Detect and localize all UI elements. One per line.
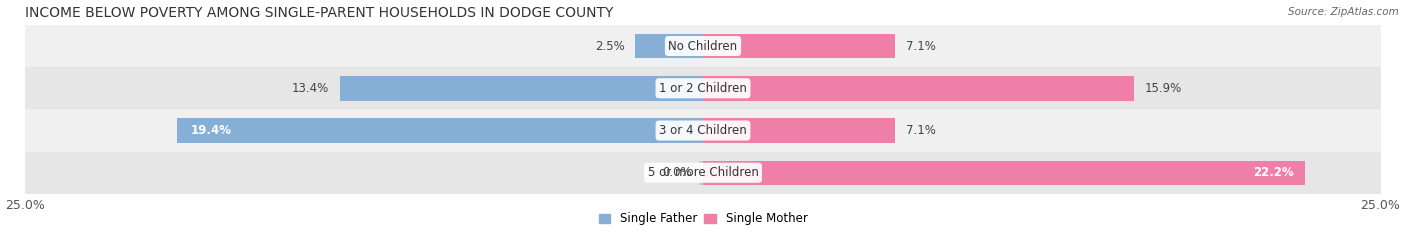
- Bar: [25, 109, 1381, 152]
- Text: 19.4%: 19.4%: [191, 124, 232, 137]
- Bar: [703, 161, 1305, 185]
- Legend: Single Father, Single Mother: Single Father, Single Mother: [599, 212, 807, 225]
- Bar: [25, 152, 1381, 194]
- Text: Source: ZipAtlas.com: Source: ZipAtlas.com: [1288, 7, 1399, 17]
- Text: 15.9%: 15.9%: [1144, 82, 1182, 95]
- Bar: [699, 161, 703, 185]
- Text: No Children: No Children: [668, 40, 738, 52]
- Bar: [703, 76, 1133, 100]
- Text: 5 or more Children: 5 or more Children: [648, 166, 758, 179]
- Bar: [177, 118, 703, 143]
- Text: 22.2%: 22.2%: [1253, 166, 1294, 179]
- Bar: [25, 67, 1381, 109]
- Text: 2.5%: 2.5%: [595, 40, 624, 52]
- Text: 1 or 2 Children: 1 or 2 Children: [659, 82, 747, 95]
- Text: INCOME BELOW POVERTY AMONG SINGLE-PARENT HOUSEHOLDS IN DODGE COUNTY: INCOME BELOW POVERTY AMONG SINGLE-PARENT…: [25, 6, 614, 20]
- Bar: [340, 76, 703, 100]
- Bar: [636, 34, 703, 58]
- Text: 13.4%: 13.4%: [292, 82, 329, 95]
- Text: 0.0%: 0.0%: [662, 166, 692, 179]
- Text: 7.1%: 7.1%: [907, 40, 936, 52]
- Text: 7.1%: 7.1%: [907, 124, 936, 137]
- Bar: [703, 34, 896, 58]
- Bar: [25, 25, 1381, 67]
- Bar: [703, 118, 896, 143]
- Text: 3 or 4 Children: 3 or 4 Children: [659, 124, 747, 137]
